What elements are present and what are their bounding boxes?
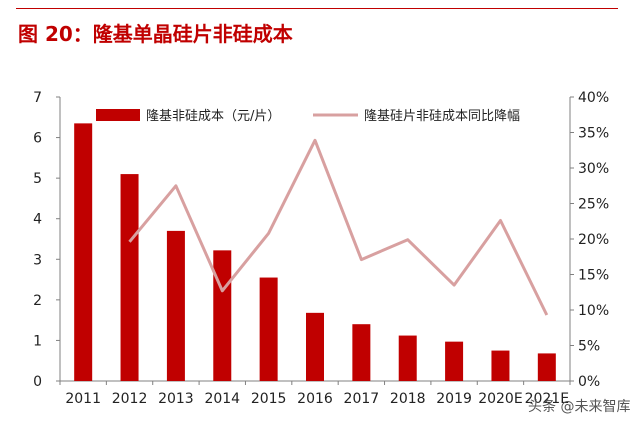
bar (259, 277, 278, 381)
figure-title: 图 20：隆基单晶硅片非硅成本 (18, 22, 293, 46)
y-left-tick-label: 0 (33, 374, 42, 390)
x-tick-label: 2012 (112, 391, 148, 407)
y-right-tick-label: 0% (578, 374, 600, 390)
bar (398, 335, 417, 381)
watermark: 头条 @未来智库 (528, 399, 631, 415)
y-left-tick-label: 4 (33, 212, 42, 228)
bar (306, 312, 324, 381)
x-tick-label: 2016 (297, 391, 333, 407)
y-left-tick-label: 1 (33, 333, 42, 349)
y-left-tick-label: 6 (33, 131, 42, 147)
x-tick-label: 2019 (436, 391, 472, 407)
bar (491, 350, 510, 381)
bar (120, 174, 139, 381)
x-tick-label: 2015 (251, 391, 287, 407)
y-right-tick-label: 40% (578, 90, 609, 106)
y-right-tick-label: 10% (578, 303, 609, 319)
title-rule (16, 8, 618, 9)
bar (352, 324, 371, 381)
y-right-tick-label: 15% (578, 268, 609, 284)
x-tick-label: 2017 (344, 391, 380, 407)
bar (445, 341, 464, 381)
x-tick-label: 2014 (204, 391, 240, 407)
line-series-path (128, 138, 549, 316)
bar (166, 230, 185, 381)
y-right-tick-label: 20% (578, 232, 609, 248)
y-right-tick-label: 25% (578, 197, 609, 213)
legend-bar-swatch (96, 109, 140, 121)
x-tick-label: 2011 (65, 391, 101, 407)
x-tick-label: 2013 (158, 391, 194, 407)
y-right-tick-label: 30% (578, 161, 609, 177)
legend-bar-label: 隆基非硅成本（元/片） (146, 109, 280, 124)
y-left-tick-label: 7 (33, 90, 42, 106)
bar (537, 353, 556, 381)
bar (213, 250, 232, 381)
legend-line-label: 隆基硅片非硅成本同比降幅 (364, 109, 520, 124)
y-right-tick-label: 5% (578, 339, 600, 355)
y-left-tick-label: 3 (33, 252, 42, 268)
y-right-tick-label: 35% (578, 126, 609, 142)
bar (74, 123, 93, 381)
x-tick-label: 2020E (478, 391, 522, 407)
y-left-tick-label: 2 (33, 293, 42, 309)
x-tick-label: 2018 (390, 391, 426, 407)
y-left-tick-label: 5 (33, 171, 42, 187)
x-tick-label: 2021E (525, 391, 569, 407)
